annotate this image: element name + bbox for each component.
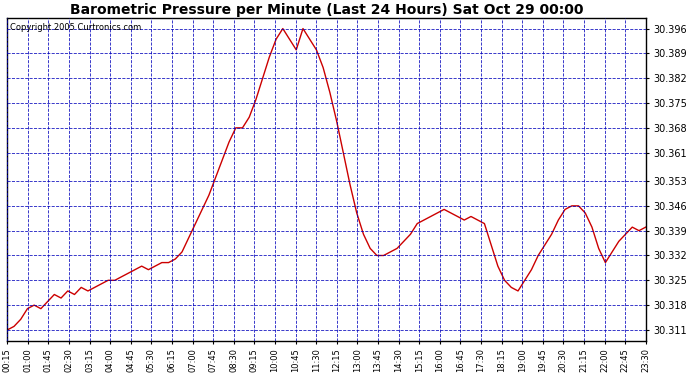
Title: Barometric Pressure per Minute (Last 24 Hours) Sat Oct 29 00:00: Barometric Pressure per Minute (Last 24 … bbox=[70, 3, 583, 17]
Text: Copyright 2005 Curtronics.com: Copyright 2005 Curtronics.com bbox=[10, 23, 141, 32]
